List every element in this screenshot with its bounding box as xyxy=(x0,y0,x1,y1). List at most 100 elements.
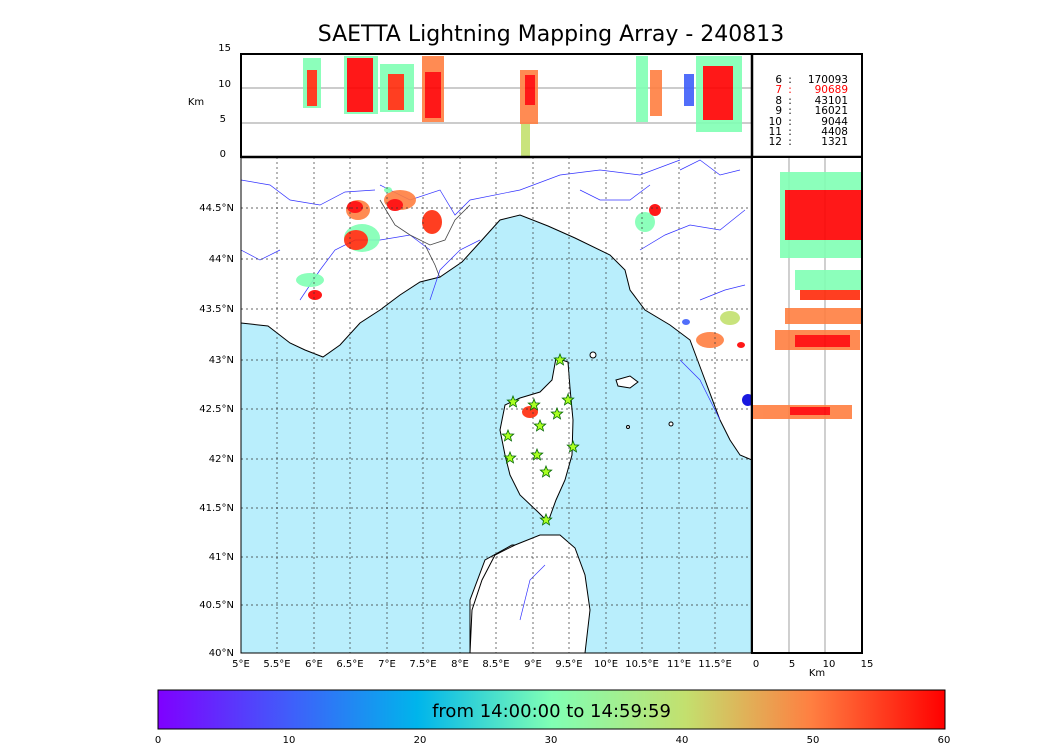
count-value: 16021 xyxy=(814,105,848,118)
lon-tick: 5.5°E xyxy=(263,659,290,670)
count-value: 170093 xyxy=(807,74,848,86)
station-star-icon xyxy=(527,397,541,411)
count-value: 90689 xyxy=(814,84,848,97)
count-row: 8: 43101 xyxy=(758,94,858,107)
colorbar-tick: 60 xyxy=(938,735,951,746)
count-key: 7 xyxy=(775,84,782,97)
elba-island xyxy=(615,375,639,389)
colorbar-tick: 10 xyxy=(283,735,296,746)
top-ytick: 10 xyxy=(218,79,231,90)
station-star-icon xyxy=(539,512,553,526)
lat-tick: 42.5°N xyxy=(199,404,234,415)
side-xtick: 0 xyxy=(753,659,759,670)
station-star-icon xyxy=(503,450,517,464)
station-star-icon xyxy=(530,447,544,461)
station-star-icon xyxy=(553,352,567,366)
side-xlabel: Km xyxy=(809,668,825,679)
lon-tick: 10.5°E xyxy=(625,659,659,670)
map-grid xyxy=(241,157,752,653)
lon-tick: 9°E xyxy=(524,659,542,670)
rivers xyxy=(241,159,746,621)
side-xtick: 5 xyxy=(789,659,795,670)
count-row: 11: 4408 xyxy=(758,126,858,139)
borders xyxy=(379,199,471,279)
stations xyxy=(501,352,580,526)
count-value: 43101 xyxy=(814,94,848,107)
top-ytick: 5 xyxy=(220,114,226,125)
count-key: 12 xyxy=(768,136,782,149)
count-key: 6 xyxy=(775,74,782,86)
lon-tick: 6°E xyxy=(305,659,323,670)
count-separator: : xyxy=(788,105,792,118)
count-row: 12: 1321 xyxy=(758,136,858,149)
lon-tick: 7.5°E xyxy=(409,659,436,670)
side-xticks: 0 5 10 15 xyxy=(753,659,874,670)
count-separator: : xyxy=(788,136,792,149)
lat-tick: 40°N xyxy=(209,648,234,659)
count-key: 9 xyxy=(775,105,782,118)
lat-tick: 41°N xyxy=(209,552,234,563)
station-star-icon xyxy=(533,418,547,432)
count-row: 6: 170093 xyxy=(758,74,858,86)
colorbar-tick: 30 xyxy=(545,735,558,746)
colorbar-tick: 40 xyxy=(676,735,689,746)
lat-tick: 42°N xyxy=(209,454,234,465)
side-xtick: 15 xyxy=(861,659,874,670)
lon-ticks: 5°E 5.5°E 6°E 6.5°E 7°E 7.5°E 8°E 8.5°E … xyxy=(232,659,732,670)
lon-tick: 8°E xyxy=(451,659,469,670)
lon-tick: 11°E xyxy=(667,659,691,670)
count-separator: : xyxy=(788,115,792,128)
count-value: 4408 xyxy=(821,126,848,139)
station-star-icon xyxy=(506,394,520,408)
sardinia-island xyxy=(469,534,591,653)
count-value: 9044 xyxy=(821,115,848,128)
top-yticks: 15 10 5 0 xyxy=(218,43,231,160)
side-xtick: 10 xyxy=(823,659,836,670)
lon-tick: 7°E xyxy=(378,659,396,670)
lat-tick: 41.5°N xyxy=(199,503,234,514)
lon-tick: 8.5°E xyxy=(482,659,509,670)
colorbar xyxy=(157,689,946,730)
corsica-island xyxy=(499,357,574,523)
station-star-icon xyxy=(566,439,580,453)
top-ylabel: Km xyxy=(188,97,204,108)
count-separator: : xyxy=(788,84,792,97)
lat-ticks: 44.5°N 44°N 43.5°N 43°N 42.5°N 42°N 41.5… xyxy=(199,203,234,659)
station-star-icon xyxy=(539,464,553,478)
count-key: 11 xyxy=(768,126,782,139)
lat-tick: 44°N xyxy=(209,254,234,265)
count-row: 9: 16021 xyxy=(758,105,858,118)
count-value: 1321 xyxy=(821,136,848,149)
count-key: 8 xyxy=(775,94,782,107)
count-separator: : xyxy=(788,126,792,139)
station-count-table: 6: 170093 7: 90689 8: 43101 9: 16021 10: 9044 11: 4… xyxy=(758,75,858,148)
count-separator: : xyxy=(788,74,792,86)
map-panel xyxy=(241,157,752,653)
top-altitude-panel xyxy=(241,54,752,157)
top-ytick: 15 xyxy=(218,43,231,54)
lat-tick: 43°N xyxy=(209,355,234,366)
lat-tick: 40.5°N xyxy=(199,600,234,611)
colorbar-ticks: 0 10 20 30 40 50 60 xyxy=(155,735,951,746)
count-row: 10: 9044 xyxy=(758,115,858,128)
lat-tick: 44.5°N xyxy=(199,203,234,214)
side-altitude-panel xyxy=(752,157,862,653)
lon-tick: 5°E xyxy=(232,659,250,670)
lightning-clusters-map xyxy=(296,187,752,418)
lat-tick: 43.5°N xyxy=(199,304,234,315)
count-row: 7: 90689 xyxy=(758,84,858,97)
top-ytick: 0 xyxy=(220,149,226,160)
station-star-icon xyxy=(550,406,564,420)
station-star-icon xyxy=(501,428,515,442)
colorbar-tick: 20 xyxy=(414,735,427,746)
count-key: 10 xyxy=(768,115,782,128)
count-separator: : xyxy=(788,94,792,107)
station-star-icon xyxy=(561,392,575,406)
lon-tick: 6.5°E xyxy=(336,659,363,670)
colorbar-tick: 50 xyxy=(807,735,820,746)
colorbar-label: from 14:00:00 to 14:59:59 xyxy=(432,701,671,722)
figure-title: SAETTA Lightning Mapping Array - 240813 xyxy=(317,22,785,47)
lon-tick: 9.5°E xyxy=(555,659,582,670)
lon-tick: 10°E xyxy=(594,659,618,670)
